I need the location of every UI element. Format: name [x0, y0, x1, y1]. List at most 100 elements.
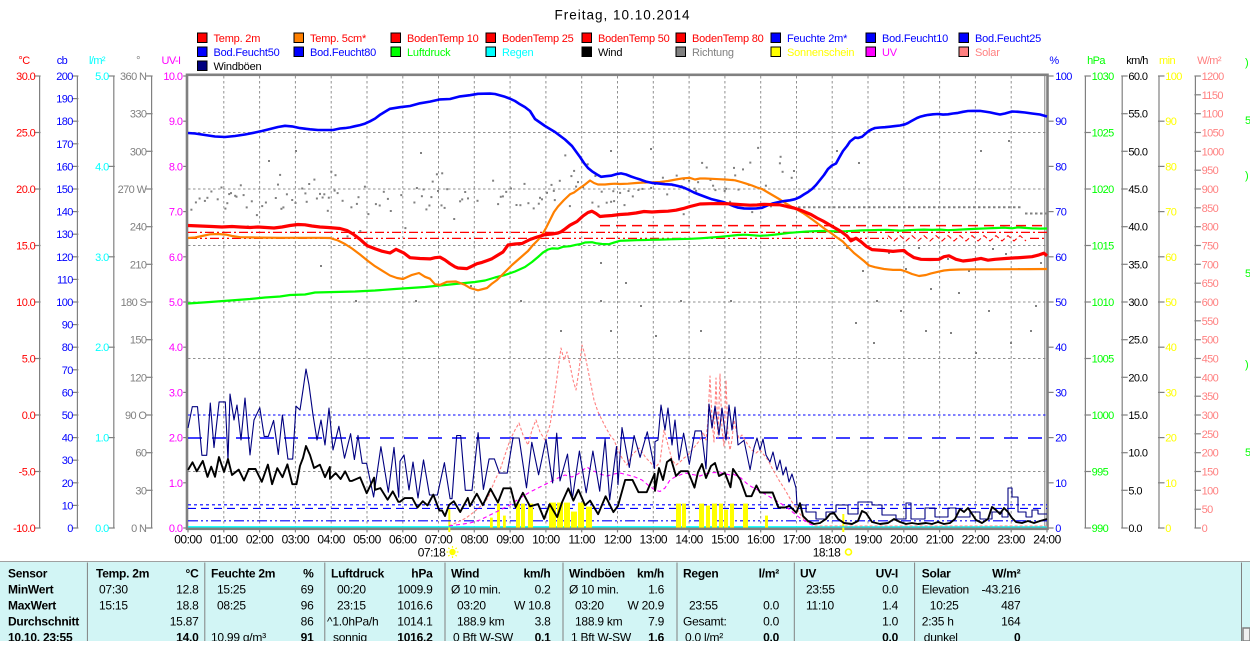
svg-text:hPa: hPa: [1087, 55, 1106, 67]
svg-text:8.0: 8.0: [169, 161, 183, 173]
svg-text:5.0: 5.0: [95, 71, 109, 83]
svg-text:10.0: 10.0: [163, 71, 182, 83]
svg-text:0.0: 0.0: [22, 410, 36, 422]
svg-text:02:00: 02:00: [246, 533, 274, 547]
svg-text:160: 160: [56, 161, 73, 173]
svg-text:3.0: 3.0: [95, 252, 109, 264]
svg-text:23:55: 23:55: [806, 583, 835, 597]
svg-text:10: 10: [62, 500, 74, 512]
svg-text:1150: 1150: [1202, 90, 1224, 102]
svg-text:190: 190: [56, 94, 73, 106]
svg-text:800: 800: [1202, 222, 1219, 234]
svg-text:16:00: 16:00: [747, 533, 775, 547]
svg-text:18:00: 18:00: [818, 533, 846, 547]
svg-text:900: 900: [1202, 184, 1219, 196]
svg-text:MinWert: MinWert: [8, 583, 54, 597]
svg-text:3.0: 3.0: [169, 387, 183, 399]
svg-text:7.9: 7.9: [648, 615, 665, 629]
svg-text:Ø 10 min.: Ø 10 min.: [451, 583, 501, 597]
svg-text:60: 60: [62, 387, 74, 399]
svg-text:Sensor: Sensor: [8, 567, 48, 581]
svg-text:990: 990: [1092, 523, 1109, 535]
svg-text:240: 240: [130, 222, 147, 234]
svg-text:km/h: km/h: [637, 567, 664, 581]
svg-text:1009.9: 1009.9: [397, 583, 433, 597]
svg-text:0 N: 0 N: [131, 523, 147, 535]
svg-text:0.0 l/m²: 0.0 l/m²: [685, 630, 723, 641]
svg-text:188.9 km: 188.9 km: [457, 615, 505, 629]
svg-text:UV: UV: [800, 567, 816, 581]
svg-text:01:00: 01:00: [210, 533, 238, 547]
svg-text:96: 96: [301, 599, 314, 613]
svg-text:11:10: 11:10: [806, 599, 834, 613]
svg-text:-10.0: -10.0: [13, 523, 36, 535]
svg-text:0.0: 0.0: [763, 615, 780, 629]
svg-text:1.6: 1.6: [648, 583, 665, 597]
svg-text:1 Bft W-SW: 1 Bft W-SW: [571, 630, 632, 641]
svg-text:Wind: Wind: [598, 47, 622, 59]
svg-text:20.0: 20.0: [16, 184, 35, 196]
svg-text:25.0: 25.0: [16, 128, 35, 140]
svg-text:200: 200: [56, 71, 73, 83]
svg-text:5: 5: [1245, 115, 1250, 127]
svg-text:300: 300: [1202, 410, 1219, 422]
svg-text:40: 40: [62, 433, 74, 445]
svg-text:30: 30: [1165, 387, 1177, 399]
svg-text:18:18: 18:18: [813, 546, 841, 560]
svg-text:10.10. 23:55: 10.10. 23:55: [8, 630, 73, 641]
svg-text:15:25: 15:25: [217, 583, 246, 597]
svg-text:03:20: 03:20: [575, 599, 604, 613]
svg-text:40.0: 40.0: [1128, 222, 1147, 234]
svg-text:dunkel: dunkel: [924, 630, 958, 641]
svg-text:60.0: 60.0: [1128, 71, 1147, 83]
svg-text:80: 80: [1165, 161, 1177, 173]
svg-text:12.8: 12.8: [176, 583, 199, 597]
svg-text:20:00: 20:00: [890, 533, 918, 547]
svg-text:0.1: 0.1: [535, 630, 552, 641]
svg-text:1014.1: 1014.1: [397, 615, 433, 629]
svg-text:210: 210: [130, 259, 147, 271]
svg-text:30.0: 30.0: [1128, 297, 1147, 309]
svg-text:100: 100: [1202, 485, 1219, 497]
svg-text:): ): [1245, 57, 1248, 69]
svg-text:0.0: 0.0: [763, 630, 780, 641]
svg-text:Bod.Feucht25: Bod.Feucht25: [975, 33, 1041, 45]
svg-text:13:00: 13:00: [640, 533, 668, 547]
svg-text:30: 30: [135, 485, 147, 497]
svg-text:00:00: 00:00: [174, 533, 202, 547]
svg-text:l/m²: l/m²: [89, 55, 106, 67]
svg-text:09:00: 09:00: [496, 533, 524, 547]
svg-text:1010: 1010: [1092, 297, 1115, 309]
svg-text:17:00: 17:00: [783, 533, 811, 547]
svg-text:350: 350: [1202, 391, 1219, 403]
svg-text:90 O: 90 O: [125, 410, 147, 422]
svg-text:W 20.9: W 20.9: [627, 599, 664, 613]
svg-text:1016.2: 1016.2: [397, 630, 433, 641]
svg-text:50: 50: [1202, 504, 1214, 516]
svg-text:200: 200: [1202, 448, 1219, 460]
svg-text:05:00: 05:00: [353, 533, 381, 547]
svg-text:12:00: 12:00: [604, 533, 632, 547]
svg-text:91: 91: [301, 630, 314, 641]
svg-text:10.99 g/m³: 10.99 g/m³: [211, 630, 266, 641]
svg-text:Feuchte 2m: Feuchte 2m: [211, 567, 275, 581]
svg-text:15.0: 15.0: [16, 241, 35, 253]
svg-text:-5.0: -5.0: [19, 467, 36, 479]
svg-text:1.6: 1.6: [648, 630, 665, 641]
svg-text:40: 40: [1055, 342, 1067, 354]
svg-text:14:00: 14:00: [675, 533, 703, 547]
svg-text:5: 5: [1245, 268, 1250, 280]
svg-text:180: 180: [56, 116, 73, 128]
svg-text:69: 69: [301, 583, 314, 597]
svg-text:0: 0: [1202, 523, 1208, 535]
svg-text:55.0: 55.0: [1128, 109, 1147, 121]
svg-text:10.0: 10.0: [1128, 448, 1147, 460]
svg-text:1025: 1025: [1092, 128, 1115, 140]
svg-text:70: 70: [1165, 207, 1177, 219]
svg-text:100: 100: [1165, 71, 1182, 83]
svg-text:W 10.8: W 10.8: [514, 599, 551, 613]
svg-text:1015: 1015: [1092, 241, 1115, 253]
svg-text:90: 90: [62, 320, 74, 332]
svg-text:40: 40: [1165, 342, 1177, 354]
svg-text:Gesamt:: Gesamt:: [683, 615, 727, 629]
